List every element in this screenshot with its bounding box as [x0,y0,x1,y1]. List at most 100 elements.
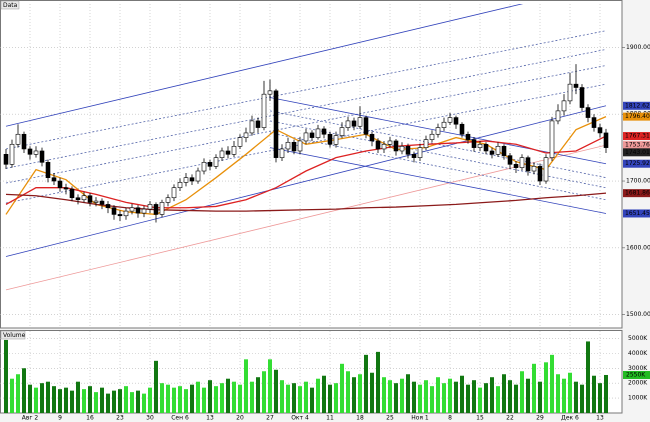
candle-body [291,141,297,152]
volume-bar [112,390,116,413]
candle-body [267,90,273,95]
candle-body [129,207,135,212]
x-tick-label: 13 [596,415,604,422]
candle-body [237,137,243,147]
volume-bar [130,392,134,413]
volume-bar [316,378,320,413]
candle-body [483,143,489,152]
candle-body [255,120,261,128]
volume-tick-label: 1000K [628,395,648,402]
candle-body [357,117,363,127]
volume-bar [10,378,14,413]
volume-bar [442,383,446,413]
volume-bar [586,341,590,413]
volume-bar [256,377,260,413]
candle-body [531,166,537,172]
trend-line [269,147,607,214]
candle-body [573,83,579,88]
volume-bar [472,380,476,413]
candle-body [123,210,129,217]
volume-bar [28,384,32,413]
candle-body [3,154,9,165]
trend-line [5,30,607,150]
volume-bar [484,383,488,413]
price-label-box [623,159,650,168]
candle-body [99,200,105,205]
volume-bar [526,378,530,413]
candle-body [333,135,339,145]
x-tick-label: 18 [356,415,364,422]
candle-body [177,182,183,189]
volume-bar [322,375,326,413]
candle-body [171,187,177,199]
volume-bar [64,387,68,413]
volume-bar [286,384,290,413]
candle-body [105,204,111,209]
candle-body [63,187,69,190]
volume-bar [172,387,176,413]
moving-average [5,135,607,209]
volume-plot [0,331,622,413]
trend-line [269,132,607,201]
volume-tick-label: 4000K [628,350,648,357]
x-tick-label: Дек 6 [561,415,579,422]
volume-bar [220,383,224,413]
volume-bar [142,393,146,413]
candle-body [57,180,63,189]
volume-bar [370,372,374,413]
volume-bar [490,377,494,413]
volume-bar [280,380,284,413]
candle-body [549,120,555,158]
volume-bar [436,377,440,413]
trend-line [5,4,524,127]
candle-body [243,132,249,138]
candle-body [225,150,231,155]
candle-body [387,140,393,145]
candle-body [471,139,477,148]
volume-bar [556,374,560,413]
candle-body [45,162,51,178]
candle-body [561,100,567,112]
candle-body [69,188,75,199]
x-tick-label: 8 [448,415,452,422]
volume-bar [118,389,122,413]
volume-bar [22,368,26,413]
volume-current-box [623,370,650,379]
candle-body [369,133,375,142]
volume-bar [454,381,458,413]
price-label-box [623,209,650,218]
y-tick-label: 1900.00 [626,44,650,51]
chart-title: Data [3,2,18,9]
y-tick-label: 1500.00 [626,311,650,318]
volume-bar [136,390,140,413]
candle-body [489,150,495,155]
candle-body [213,157,219,167]
candle-body [273,90,279,158]
volume-tick-label: 5000K [628,335,648,342]
candle-body [537,166,543,182]
candle-body [507,155,513,165]
candle-body [189,177,195,182]
candle-body [249,120,255,134]
trend-line [269,110,607,179]
candle-body [501,145,507,156]
volume-bar [106,393,110,413]
volume-bar [82,389,86,413]
candle-body [21,133,27,150]
x-tick-label: 20 [236,415,244,422]
price-label: 1812.62 [625,102,650,109]
candle-body [579,87,585,108]
volume-bar [94,392,98,413]
price-label-box [623,101,650,110]
x-tick-label: 22 [506,415,514,422]
volume-bar [532,363,536,413]
volume-bar [208,380,212,413]
y-tick-label: 1600.00 [626,244,650,251]
candle-body [363,117,369,135]
candle-body [141,208,147,214]
volume-bar [598,383,602,413]
volume-bar [202,387,206,413]
volume-bar [352,377,356,413]
candle-body [147,204,153,210]
volume-current-label: 2550K [626,371,646,378]
